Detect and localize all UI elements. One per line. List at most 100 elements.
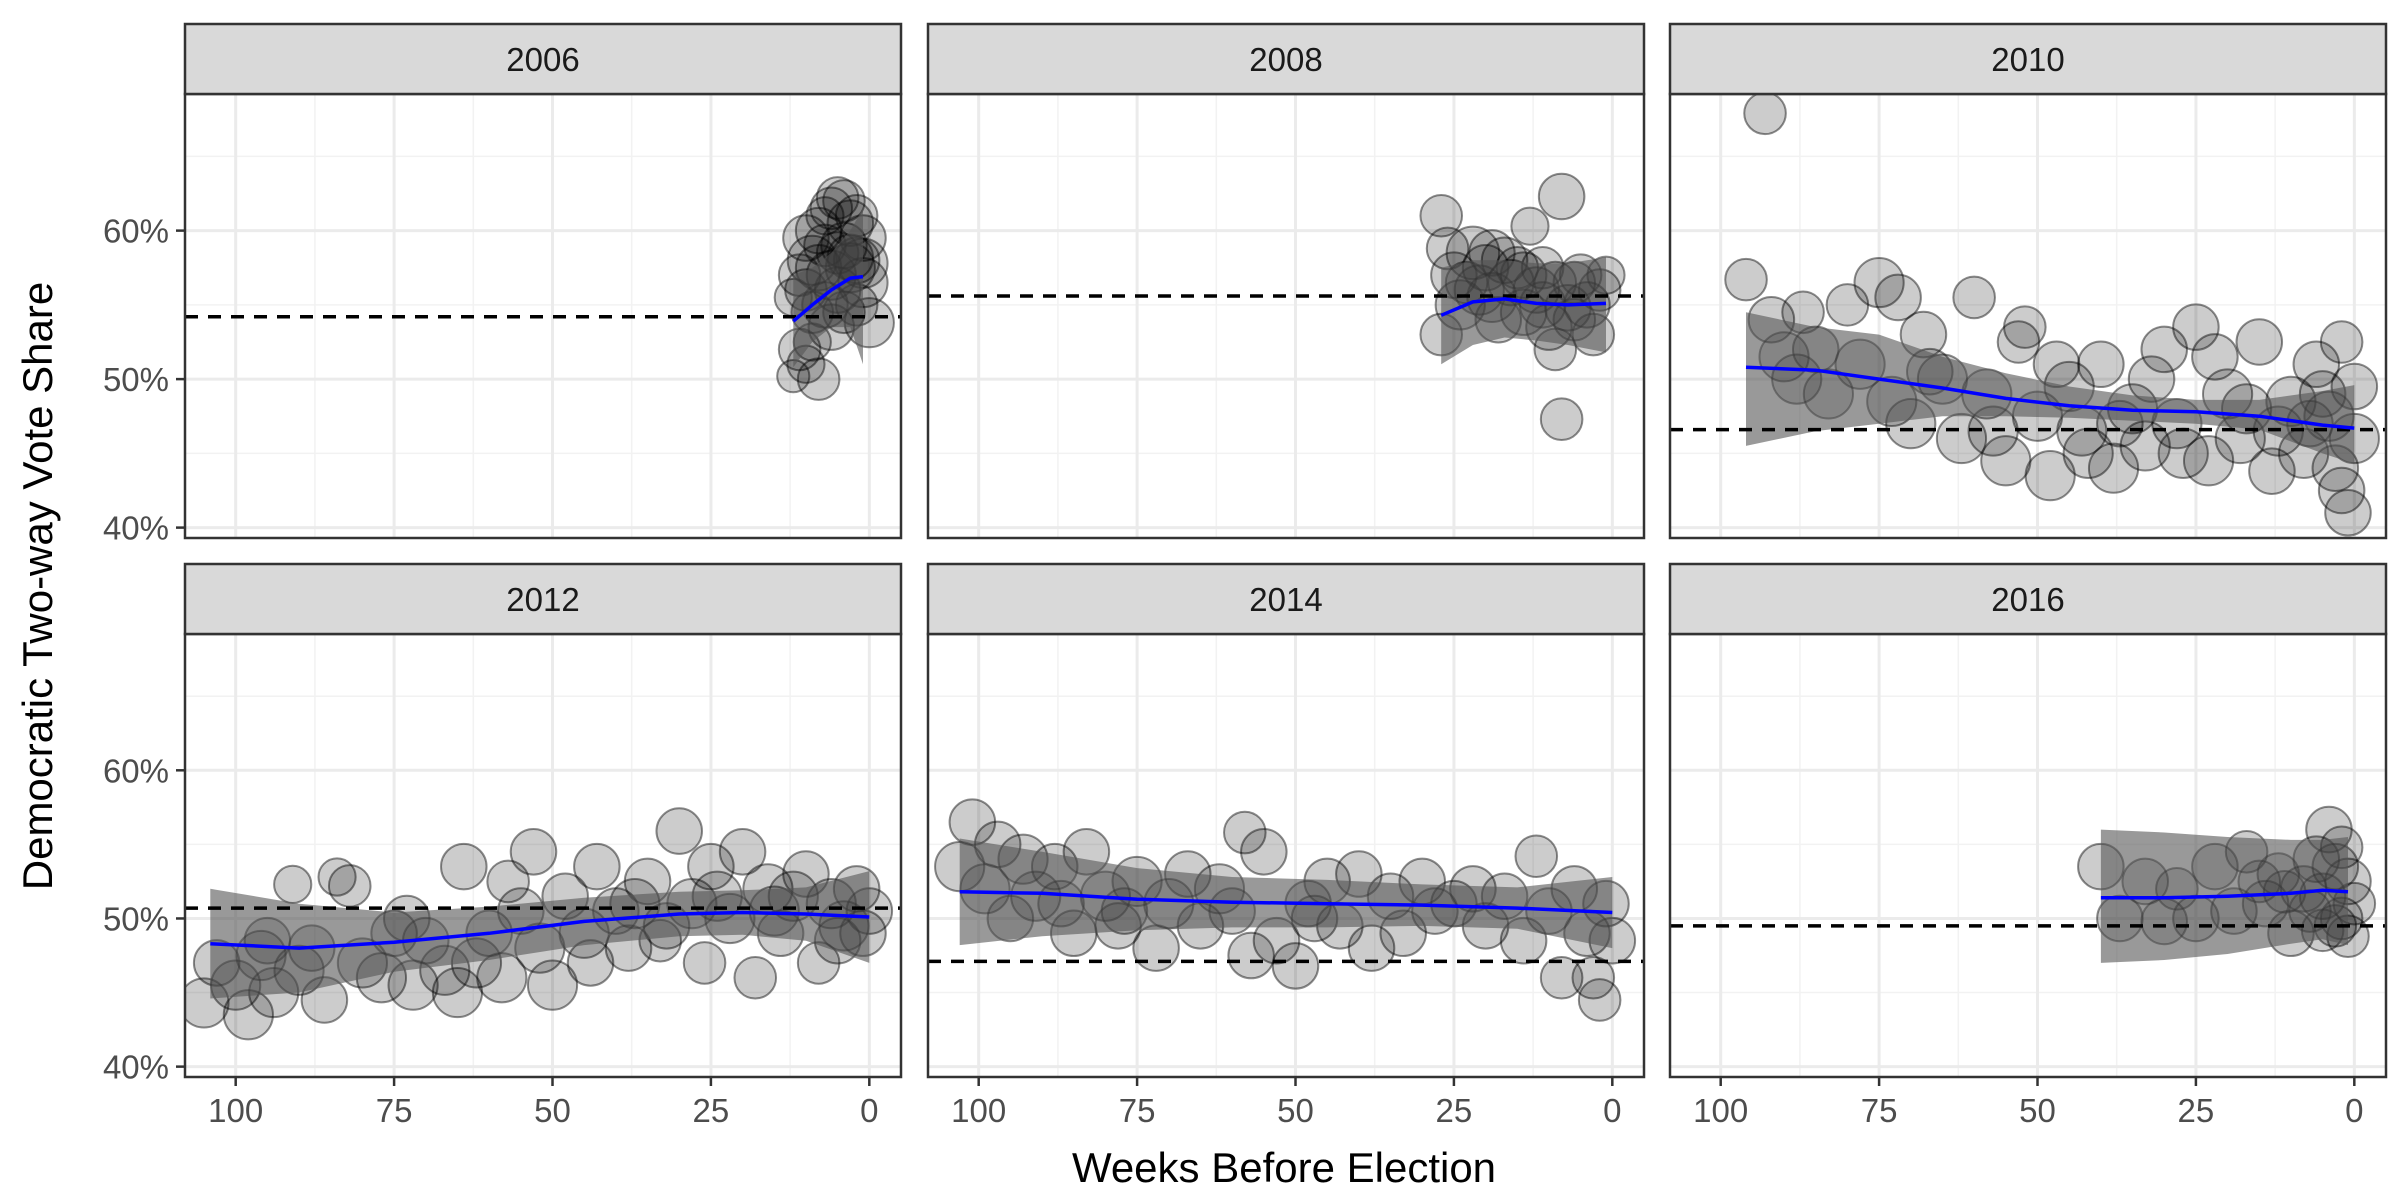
poll-point [1825, 283, 1870, 327]
confidence-ribbon [959, 838, 1613, 949]
poll-point [526, 959, 579, 1011]
poll-point [327, 864, 372, 908]
poll-point [431, 966, 484, 1019]
poll-point [1874, 273, 1922, 322]
poll-point [1996, 320, 2041, 364]
poll-point [809, 186, 854, 231]
panel-data [185, 176, 901, 401]
poll-point [2087, 442, 2140, 494]
facet-strip [926, 22, 1646, 96]
poll-point [1853, 256, 1905, 309]
x-tick-label: 75 [1861, 1092, 1898, 1129]
poll-point [815, 176, 860, 220]
facet-strip [183, 22, 903, 96]
facet-strip [1668, 562, 2388, 636]
facet-strip-label: 2016 [1991, 581, 2064, 618]
confidence-ribbon [793, 208, 863, 368]
confidence-ribbon [1746, 312, 2355, 464]
poll-point [2191, 333, 2239, 381]
poll-point [1539, 955, 1584, 1000]
poll-point [2292, 340, 2341, 389]
trend-line [210, 910, 870, 950]
poll-point [1571, 955, 1616, 1000]
trend-line [1440, 297, 1607, 317]
poll-point [718, 828, 767, 876]
poll-point [776, 359, 811, 394]
poll-point [2140, 325, 2189, 374]
facet-strip [183, 562, 903, 636]
facet-strip [1668, 22, 2388, 96]
panel-data [185, 807, 901, 1041]
poll-point [273, 864, 313, 904]
facet-strip-label: 2010 [1991, 41, 2064, 78]
x-tick-label: 25 [2178, 1092, 2215, 1129]
poll-point [573, 842, 621, 891]
facet-strip-label: 2014 [1249, 581, 1322, 618]
poll-point [794, 206, 843, 255]
panel-2006: 2006 [183, 22, 903, 540]
panel-data [1670, 94, 2386, 537]
poll-point [2248, 447, 2296, 495]
poll-point [1271, 942, 1320, 990]
poll-point [1577, 978, 1622, 1022]
poll-point [1223, 810, 1267, 855]
x-tick-label: 50 [534, 1092, 571, 1129]
y-tick-label: 50% [103, 900, 169, 937]
panel-2016: 2016 [1668, 562, 2388, 1079]
poll-point [2127, 355, 2176, 403]
y-tick-label: 60% [103, 213, 169, 250]
poll-point [805, 196, 845, 236]
poll-point [687, 842, 735, 891]
x-tick-label: 0 [860, 1092, 878, 1129]
poll-point [2003, 305, 2047, 349]
poll-point [2235, 318, 2284, 366]
panel-2012: 2012 [183, 562, 903, 1079]
panel-background [185, 634, 901, 1077]
poll-point [2077, 340, 2125, 389]
poll-point [655, 807, 704, 855]
panel-2010: 2010 [1668, 22, 2388, 540]
x-tick-label: 50 [2019, 1092, 2056, 1129]
y-tick-label: 60% [103, 752, 169, 789]
poll-point [317, 857, 357, 897]
x-tick-label: 100 [1693, 1092, 1748, 1129]
poll-point [733, 955, 778, 1000]
x-tick-label: 75 [376, 1092, 413, 1129]
poll-point [1510, 206, 1550, 246]
panel-background [1670, 94, 2386, 538]
poll-point [1419, 193, 1464, 238]
facet-strip [926, 562, 1646, 636]
panel-data [928, 172, 1644, 441]
poll-point [566, 939, 615, 987]
poll-point [1514, 834, 1559, 879]
y-tick-label: 40% [103, 510, 169, 547]
poll-point [1539, 397, 1584, 441]
poll-point [1537, 172, 1586, 221]
poll-point [2024, 450, 2076, 502]
poll-point [1980, 435, 2032, 487]
confidence-ribbon [1441, 257, 1606, 365]
poll-point [486, 859, 530, 904]
panel-data [928, 798, 1644, 1022]
poll-point [1952, 275, 1996, 320]
poll-point [822, 179, 866, 223]
y-axis-title: Democratic Two-way Vote Share [14, 282, 61, 891]
poll-point [2324, 488, 2372, 537]
panel-data [1670, 805, 2386, 963]
facet-strip-label: 2012 [506, 581, 579, 618]
facet-strip-label: 2008 [1249, 41, 1322, 78]
poll-point [682, 941, 727, 985]
x-tick-label: 75 [1119, 1092, 1156, 1129]
poll-point [2317, 466, 2366, 515]
poll-point [782, 214, 830, 262]
poll-point [1240, 828, 1288, 876]
confidence-ribbon [210, 871, 870, 999]
trend-line [1745, 365, 2355, 430]
x-tick-label: 25 [1436, 1092, 1473, 1129]
poll-point [1743, 94, 1787, 136]
poll-point [2032, 340, 2081, 389]
x-tick-label: 100 [208, 1092, 263, 1129]
x-tick-label: 0 [1603, 1092, 1621, 1129]
poll-point [1724, 257, 1768, 302]
